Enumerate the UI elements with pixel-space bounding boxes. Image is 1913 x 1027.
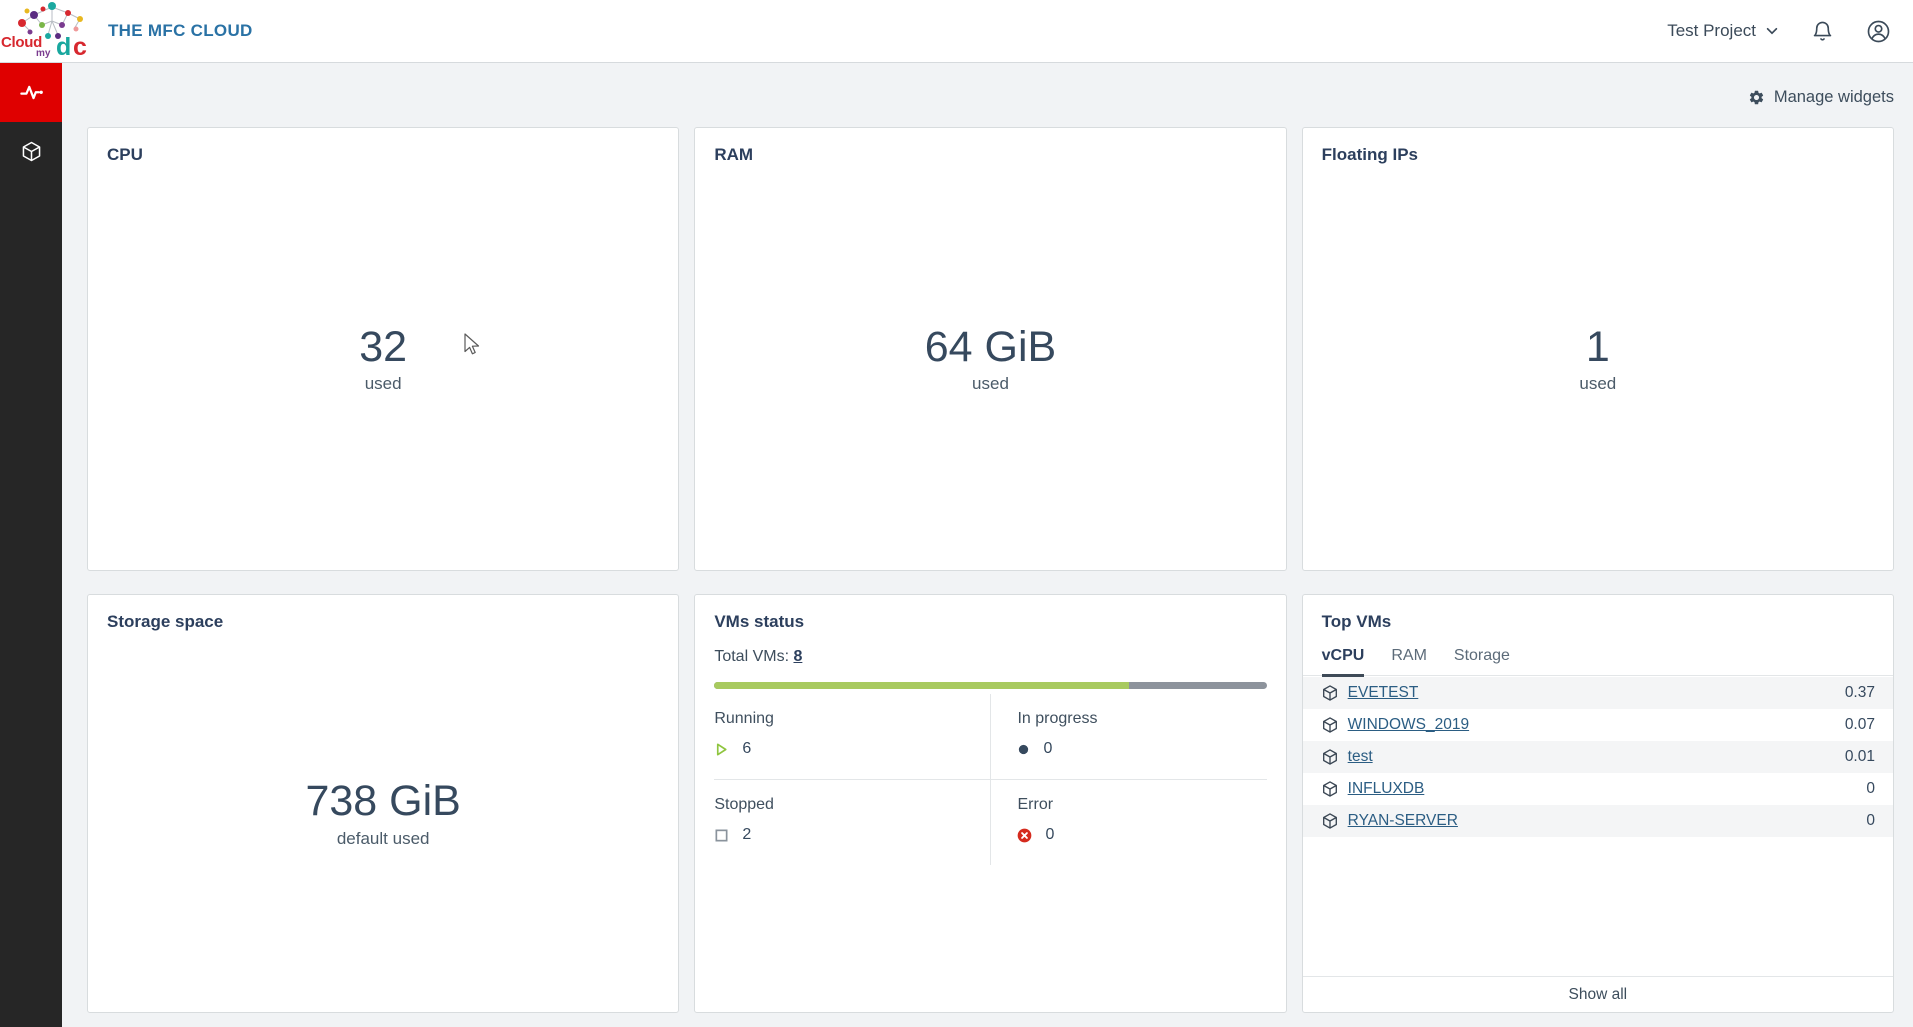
widget-top-vms-title: Top VMs [1321, 612, 1392, 631]
manage-widgets-button[interactable]: Manage widgets [1748, 88, 1894, 107]
stat-error-label: Error [1017, 796, 1054, 813]
top-vms-tabs: vCPU RAM Storage [1302, 647, 1893, 677]
stat-error: Error 0 [990, 779, 1267, 865]
vm-link[interactable]: INFLUXDB [1347, 780, 1425, 797]
widget-storage-body: 738 GiB default used [107, 632, 659, 995]
widget-floating-ips-body: 1 used [1322, 165, 1874, 553]
app-title: THE MFC CLOUD [108, 21, 253, 40]
cube-icon [1321, 684, 1339, 702]
widget-storage-title: Storage space [107, 612, 224, 631]
stat-error-value: 0 [1045, 826, 1055, 843]
total-vms-link[interactable]: 8 [793, 648, 803, 665]
show-all-button[interactable]: Show all [1302, 976, 1893, 1012]
vms-progress-running [714, 682, 1129, 689]
widget-top-vms: Top VMs vCPU RAM Storage EVETEST 0.37 [1301, 594, 1894, 1013]
ram-used-caption: used [972, 374, 1009, 394]
sidebar-item-dashboard[interactable] [0, 63, 62, 122]
error-icon [1017, 828, 1032, 843]
cpu-used-value: 32 [359, 322, 408, 371]
widget-cpu: CPU 32 used [87, 127, 680, 571]
cube-icon [20, 140, 43, 163]
stat-running-label: Running [714, 710, 774, 727]
logo-word-cloud: Cloud [1, 33, 42, 51]
total-vms-label: Total VMs: [714, 648, 790, 665]
logo-word-c: c [73, 32, 87, 61]
top-vms-list: EVETEST 0.37 WINDOWS_2019 0.07 test 0.01 [1302, 677, 1893, 837]
vms-status-progress-bar [714, 682, 1267, 689]
vm-value: 0.07 [1844, 716, 1875, 733]
square-icon [714, 828, 729, 843]
vm-row: WINDOWS_2019 0.07 [1303, 709, 1893, 741]
cpu-used-caption: used [364, 374, 402, 394]
widget-cpu-body: 32 used [107, 165, 659, 553]
storage-used-value: 738 GiB [305, 777, 461, 826]
stat-stopped-label: Stopped [714, 796, 774, 813]
cube-icon [1321, 812, 1339, 830]
tab-vcpu[interactable]: vCPU [1321, 647, 1365, 677]
logo-word-my: my [36, 47, 51, 59]
cube-icon [1321, 716, 1339, 734]
floating-ips-used-caption: used [1579, 374, 1617, 394]
floating-ips-used-value: 1 [1585, 322, 1610, 371]
account-button[interactable] [1866, 19, 1891, 44]
stat-stopped-value: 2 [742, 826, 752, 843]
stat-running-value: 6 [742, 740, 752, 757]
widget-storage: Storage space 738 GiB default used [87, 594, 680, 1013]
account-icon [1866, 19, 1891, 44]
stat-running: Running 6 [714, 694, 990, 779]
project-selector[interactable]: Test Project [1667, 21, 1779, 41]
tab-storage[interactable]: Storage [1453, 647, 1510, 664]
widget-floating-ips: Floating IPs 1 used [1301, 127, 1894, 571]
notifications-button[interactable] [1811, 20, 1834, 43]
vm-link[interactable]: test [1347, 748, 1373, 765]
dashboard-content: Manage widgets CPU 32 used RAM 64 GiB us… [62, 63, 1913, 1027]
vm-row: EVETEST 0.37 [1302, 677, 1893, 709]
vm-link[interactable]: RYAN-SERVER [1347, 812, 1458, 829]
vm-value: 0.37 [1844, 684, 1875, 701]
tab-ram[interactable]: RAM [1391, 647, 1427, 664]
vm-value: 0 [1866, 780, 1875, 797]
gear-icon [1748, 89, 1765, 106]
stat-in-progress: In progress 0 [990, 694, 1266, 779]
storage-used-caption: default used [336, 828, 430, 848]
widget-floating-ips-title: Floating IPs [1321, 145, 1418, 164]
cube-icon [1321, 748, 1339, 766]
stat-in-progress-label: In progress [1017, 710, 1098, 727]
widget-cpu-title: CPU [107, 145, 143, 164]
vm-row: INFLUXDB 0 [1303, 773, 1893, 805]
vm-value: 0 [1866, 812, 1875, 829]
stat-stopped: Stopped 2 [714, 779, 991, 865]
app-header: Cloud my d c THE MFC CLOUD Test Project [0, 0, 1913, 63]
vm-link[interactable]: EVETEST [1347, 684, 1419, 701]
widget-vms-status: VMs status Total VMs: 8 Running 6 [694, 594, 1287, 1013]
vm-link[interactable]: WINDOWS_2019 [1347, 716, 1470, 733]
widget-grid: CPU 32 used RAM 64 GiB used Floating IPs… [87, 127, 1894, 1013]
total-vms-row: Total VMs: 8 [714, 648, 1266, 666]
brand-logo[interactable]: Cloud my d c [0, 0, 100, 63]
vm-row: test 0.01 [1302, 741, 1893, 773]
manage-widgets-label: Manage widgets [1773, 87, 1894, 106]
vm-value: 0.01 [1844, 748, 1875, 765]
logo-network-graphic [18, 1, 83, 39]
widget-ram: RAM 64 GiB used [694, 127, 1287, 571]
stat-in-progress-value: 0 [1043, 740, 1053, 757]
widget-ram-body: 64 GiB used [714, 165, 1266, 553]
widget-vms-status-title: VMs status [714, 612, 805, 631]
activity-pulse-icon [18, 79, 45, 106]
bell-icon [1811, 20, 1834, 43]
dashboard-toolbar: Manage widgets [87, 83, 1894, 111]
project-selector-label: Test Project [1667, 21, 1756, 40]
dot-icon [1017, 743, 1030, 756]
sidebar-item-instances[interactable] [0, 122, 62, 181]
cube-icon [1321, 780, 1339, 798]
play-icon [714, 742, 729, 757]
chevron-down-icon [1765, 24, 1779, 38]
sidebar-nav [0, 63, 62, 1027]
logo-word-d: d [56, 32, 72, 61]
ram-used-value: 64 GiB [924, 322, 1057, 371]
vm-row: RYAN-SERVER 0 [1302, 805, 1893, 837]
widget-ram-title: RAM [714, 145, 754, 164]
vms-status-grid: Running 6 In progress 0 [714, 694, 1267, 865]
header-actions: Test Project [1667, 19, 1913, 44]
